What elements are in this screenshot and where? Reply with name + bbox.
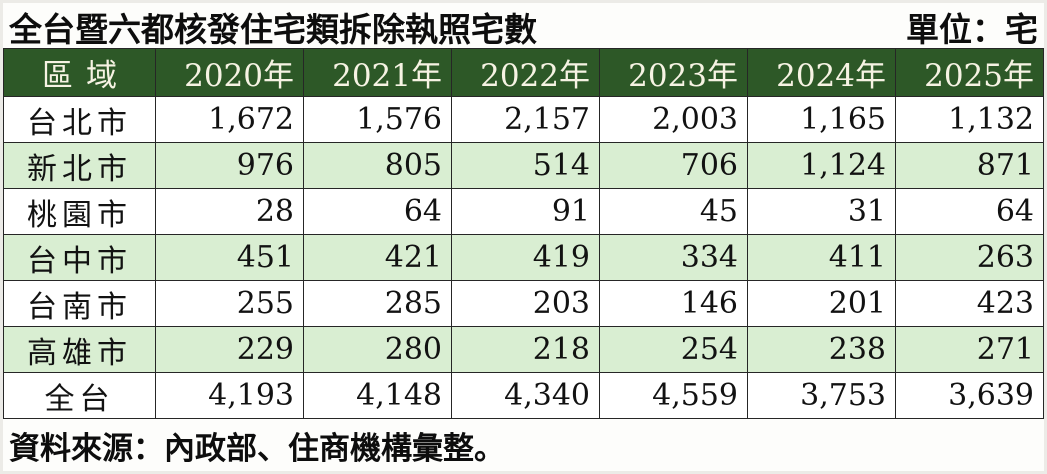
value-cell: 31 (747, 188, 896, 235)
demolition-permits-table: 區域 2020年 2021年 2022年 2023年 2024年 2025年 台… (3, 48, 1044, 419)
column-header-region: 區域 (3, 48, 156, 97)
value-cell: 64 (303, 188, 452, 235)
value-cell: 4,340 (451, 372, 600, 419)
value-cell: 280 (303, 326, 452, 373)
region-cell: 全台 (3, 372, 156, 419)
value-cell: 976 (155, 142, 304, 189)
value-cell: 229 (155, 326, 304, 373)
value-cell: 64 (895, 188, 1044, 235)
value-cell: 2,003 (599, 96, 748, 143)
region-cell: 桃園市 (3, 188, 156, 235)
value-cell: 203 (451, 280, 600, 327)
value-cell: 334 (599, 234, 748, 281)
value-cell: 271 (895, 326, 1044, 373)
value-cell: 1,132 (895, 96, 1044, 143)
region-cell: 台南市 (3, 280, 156, 327)
region-cell: 台北市 (3, 96, 156, 143)
value-cell: 4,148 (303, 372, 452, 419)
region-cell: 台中市 (3, 234, 156, 281)
column-header-2023: 2023年 (599, 48, 748, 97)
value-cell: 3,639 (895, 372, 1044, 419)
value-cell: 238 (747, 326, 896, 373)
column-header-2025: 2025年 (895, 48, 1044, 97)
value-cell: 255 (155, 280, 304, 327)
unit-label: 單位：宅 (906, 9, 1038, 49)
column-header-2021: 2021年 (303, 48, 452, 97)
table-row-taipei: 台北市 1,672 1,576 2,157 2,003 1,165 1,132 (3, 96, 1044, 143)
source-bar: 資料來源：內政部、住商機構彙整。 (3, 419, 1044, 471)
column-header-2020: 2020年 (155, 48, 304, 97)
value-cell: 423 (895, 280, 1044, 327)
value-cell: 421 (303, 234, 452, 281)
value-cell: 263 (895, 234, 1044, 281)
table-row-nationwide: 全台 4,193 4,148 4,340 4,559 3,753 3,639 (3, 372, 1044, 419)
header-row: 區域 2020年 2021年 2022年 2023年 2024年 2025年 (3, 48, 1044, 97)
value-cell: 451 (155, 234, 304, 281)
value-cell: 4,559 (599, 372, 748, 419)
value-cell: 285 (303, 280, 452, 327)
value-cell: 254 (599, 326, 748, 373)
value-cell: 91 (451, 188, 600, 235)
value-cell: 1,165 (747, 96, 896, 143)
title-bar: 全台暨六都核發住宅類拆除執照宅數 單位：宅 (3, 3, 1044, 49)
value-cell: 871 (895, 142, 1044, 189)
table-row-tainan: 台南市 255 285 203 146 201 423 (3, 280, 1044, 327)
column-header-2022: 2022年 (451, 48, 600, 97)
value-cell: 805 (303, 142, 452, 189)
table-header: 區域 2020年 2021年 2022年 2023年 2024年 2025年 (3, 48, 1044, 97)
value-cell: 28 (155, 188, 304, 235)
page-title: 全台暨六都核發住宅類拆除執照宅數 (9, 9, 537, 49)
value-cell: 218 (451, 326, 600, 373)
value-cell: 411 (747, 234, 896, 281)
value-cell: 419 (451, 234, 600, 281)
value-cell: 1,576 (303, 96, 452, 143)
value-cell: 514 (451, 142, 600, 189)
region-cell: 新北市 (3, 142, 156, 189)
value-cell: 45 (599, 188, 748, 235)
value-cell: 706 (599, 142, 748, 189)
value-cell: 4,193 (155, 372, 304, 419)
value-cell: 2,157 (451, 96, 600, 143)
table-body: 台北市 1,672 1,576 2,157 2,003 1,165 1,132 … (3, 96, 1044, 419)
value-cell: 1,124 (747, 142, 896, 189)
table-row-taichung: 台中市 451 421 419 334 411 263 (3, 234, 1044, 281)
value-cell: 146 (599, 280, 748, 327)
source-note: 資料來源：內政部、住商機構彙整。 (9, 430, 505, 467)
column-header-2024: 2024年 (747, 48, 896, 97)
region-cell: 高雄市 (3, 326, 156, 373)
table-row-taoyuan: 桃園市 28 64 91 45 31 64 (3, 188, 1044, 235)
value-cell: 3,753 (747, 372, 896, 419)
table-row-newtaipei: 新北市 976 805 514 706 1,124 871 (3, 142, 1044, 189)
value-cell: 1,672 (155, 96, 304, 143)
value-cell: 201 (747, 280, 896, 327)
table-row-kaohsiung: 高雄市 229 280 218 254 238 271 (3, 326, 1044, 373)
